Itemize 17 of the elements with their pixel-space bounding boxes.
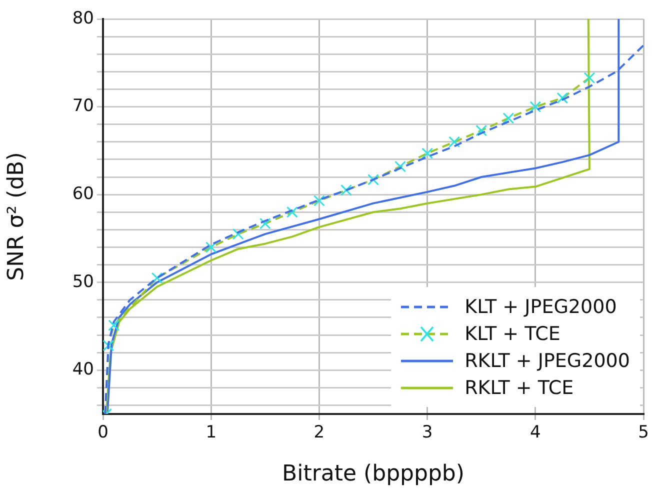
x-tick-label: 2 (314, 422, 325, 443)
x-tick-label: 5 (638, 422, 649, 443)
legend-label: RKLT + TCE (464, 376, 574, 398)
y-tick-label: 50 (72, 272, 94, 292)
legend-label: KLT + TCE (464, 322, 560, 344)
legend-label: KLT + JPEG2000 (464, 296, 617, 318)
y-tick-label: 70 (72, 96, 94, 116)
y-tick-label: 40 (72, 360, 94, 380)
y-axis-title: SNR σ² (dB) (4, 152, 29, 281)
y-tick-label: 80 (72, 8, 94, 28)
x-tick-label: 4 (530, 422, 541, 443)
y-tick-label: 60 (72, 184, 94, 204)
x-tick-label: 0 (98, 422, 108, 443)
legend-label: RKLT + JPEG2000 (464, 350, 630, 372)
x-axis-title: Bitrate (bppppb) (282, 462, 464, 487)
x-tick-label: 3 (422, 422, 433, 443)
x-tick-label: 1 (206, 422, 217, 443)
